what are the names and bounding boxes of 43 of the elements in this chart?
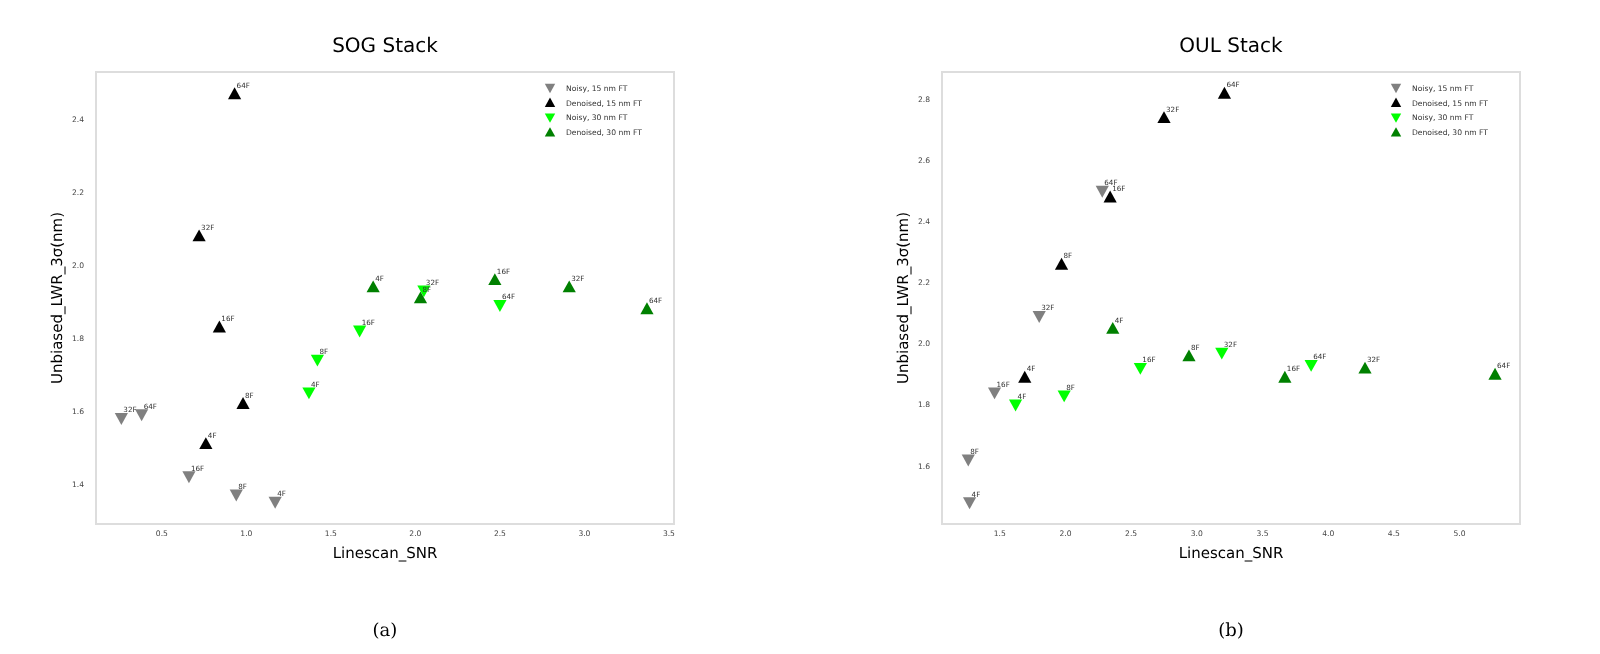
point xyxy=(192,229,206,242)
point xyxy=(135,409,149,422)
point xyxy=(182,471,196,484)
point xyxy=(1008,399,1023,412)
point xyxy=(1095,185,1109,198)
point xyxy=(413,291,428,304)
point xyxy=(961,454,975,467)
point xyxy=(302,387,316,400)
point xyxy=(114,413,128,425)
chart-title: OUL Stack xyxy=(1179,36,1284,58)
point xyxy=(1133,362,1147,375)
point xyxy=(310,354,324,367)
point xyxy=(366,280,380,293)
text: (b) xyxy=(1218,622,1244,642)
point xyxy=(268,496,282,509)
point xyxy=(1106,321,1120,334)
point xyxy=(1032,311,1046,323)
point xyxy=(962,497,977,510)
point xyxy=(1103,190,1117,203)
point xyxy=(1018,370,1032,383)
point xyxy=(229,489,243,502)
point xyxy=(199,437,213,450)
point xyxy=(1278,370,1292,383)
point xyxy=(1358,361,1372,374)
text: (a) xyxy=(372,622,398,642)
point xyxy=(227,87,242,100)
point xyxy=(212,320,226,333)
point xyxy=(1182,349,1196,362)
chart-title: SOG Stack xyxy=(332,36,439,58)
point xyxy=(987,387,1002,400)
point xyxy=(1157,111,1171,124)
point xyxy=(493,300,507,312)
point xyxy=(236,397,250,409)
point xyxy=(488,273,502,286)
point xyxy=(1217,86,1232,99)
point xyxy=(562,280,576,293)
point xyxy=(1054,257,1069,270)
point xyxy=(353,325,367,338)
point xyxy=(1488,367,1502,380)
point xyxy=(1215,347,1229,360)
point xyxy=(1304,359,1318,372)
point xyxy=(1057,390,1071,403)
point xyxy=(640,302,654,315)
